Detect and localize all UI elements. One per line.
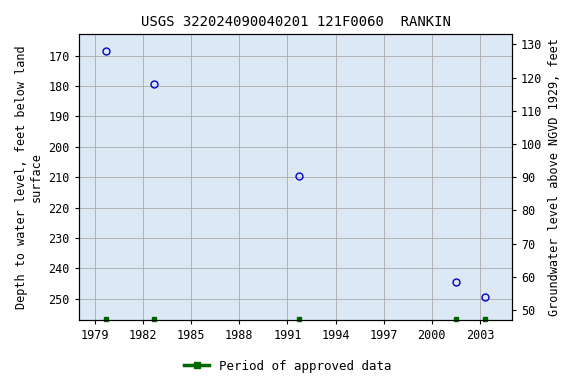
- Legend: Period of approved data: Period of approved data: [179, 355, 397, 378]
- Title: USGS 322024090040201 121F0060  RANKIN: USGS 322024090040201 121F0060 RANKIN: [141, 15, 450, 29]
- Y-axis label: Groundwater level above NGVD 1929, feet: Groundwater level above NGVD 1929, feet: [548, 38, 561, 316]
- Y-axis label: Depth to water level, feet below land
surface: Depth to water level, feet below land su…: [15, 45, 43, 309]
